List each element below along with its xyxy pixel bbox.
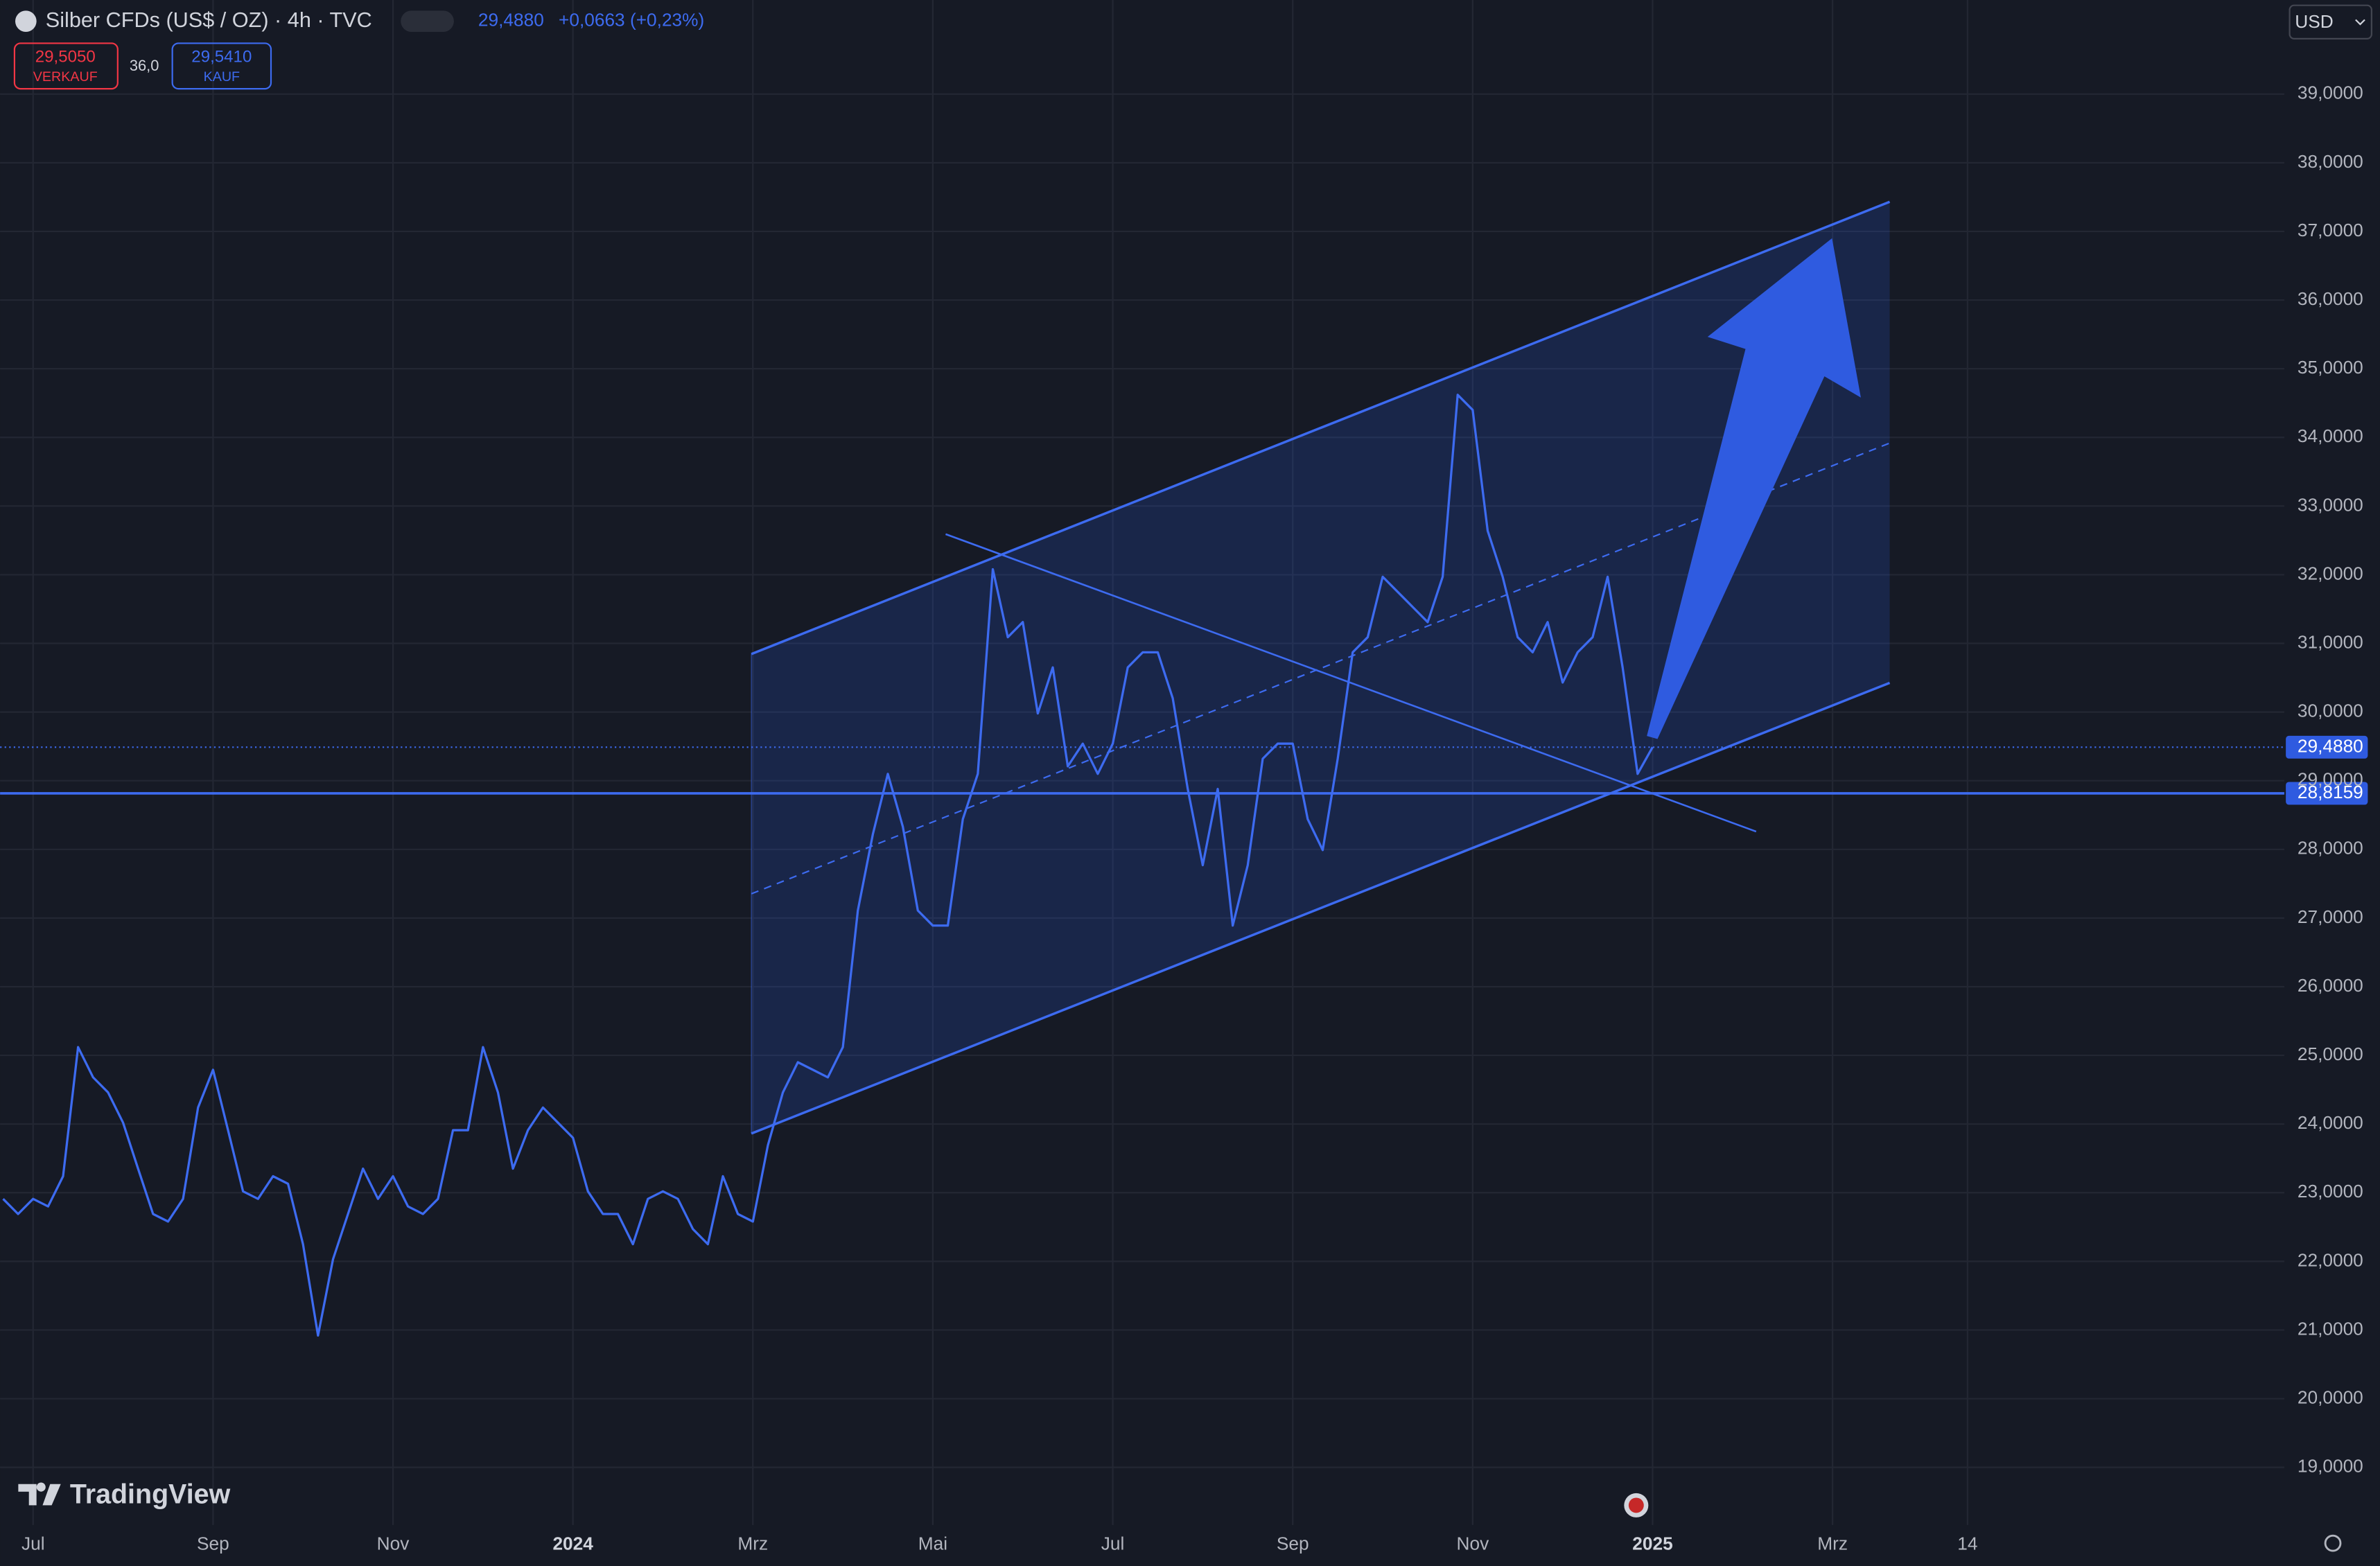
y-tick-label: 26,0000	[2298, 975, 2363, 996]
y-tick-label: 36,0000	[2298, 288, 2363, 309]
x-tick-label: Jul	[1101, 1533, 1125, 1554]
y-tick-label: 33,0000	[2298, 494, 2363, 515]
y-tick-label: 35,0000	[2298, 357, 2363, 378]
y-tick-label: 21,0000	[2298, 1318, 2363, 1339]
y-tick-label: 25,0000	[2298, 1044, 2363, 1064]
x-tick-label: Nov	[1456, 1533, 1489, 1554]
event-flag-inner	[1628, 1497, 1644, 1513]
brand-logo	[18, 1482, 61, 1506]
x-tick-label: Jul	[21, 1533, 45, 1554]
grid	[0, 0, 2284, 1525]
price-line	[2, 394, 1654, 1337]
spread: 36,0	[130, 57, 159, 74]
x-tick-label: Sep	[197, 1533, 229, 1554]
arrow	[1647, 238, 1861, 739]
symbol-title: Silber CFDs (US$ / OZ) · 4h · TVC	[46, 8, 372, 32]
buy-button[interactable]	[171, 42, 272, 90]
price-tag	[2286, 782, 2368, 805]
last-price: 29,4880	[478, 10, 544, 30]
x-tick-label: Nov	[377, 1533, 410, 1554]
x-tick-label: 2024	[552, 1533, 593, 1554]
channel-upper	[751, 200, 1891, 656]
y-tick-label: 28,0000	[2298, 838, 2363, 859]
sell-label: VERKAUF	[33, 69, 98, 85]
price-tag-label: 29,4880	[2298, 735, 2363, 756]
currency: USD	[2295, 11, 2333, 32]
dropdown-caret	[2355, 19, 2365, 26]
y-tick-label: 37,0000	[2298, 220, 2363, 240]
x-tick-label: Mrz	[737, 1533, 768, 1554]
price-change: +0,0663 (+0,23%)	[559, 10, 704, 30]
sell-price: 29,5050	[35, 48, 96, 67]
y-tick-label: 19,0000	[2298, 1456, 2363, 1477]
buy-price: 29,5410	[191, 48, 252, 67]
buy-label: KAUF	[204, 69, 240, 85]
price-tag-label: 28,8159	[2298, 782, 2363, 802]
toggle[interactable]	[401, 10, 454, 32]
x-tick-label: 14	[1957, 1533, 1977, 1554]
series-layer	[2, 394, 1654, 1337]
y-tick-label: 38,0000	[2298, 151, 2363, 172]
y-tick-label: 23,0000	[2298, 1181, 2363, 1202]
x-tick-label: Mrz	[1817, 1533, 1848, 1554]
y-tick-label: 29,0000	[2298, 769, 2363, 790]
overlay: 29,4880 28,8159	[0, 735, 2368, 805]
y-tick-label: 32,0000	[2298, 563, 2363, 583]
y-tick-label: 24,0000	[2298, 1112, 2363, 1133]
y-tick-label: 27,0000	[2298, 906, 2363, 927]
y-tick-label: 22,0000	[2298, 1249, 2363, 1270]
currency-select[interactable]	[2289, 4, 2372, 39]
settings-icon[interactable]	[2324, 1534, 2342, 1552]
trend-line	[945, 533, 1757, 833]
sell-button[interactable]	[13, 42, 119, 90]
y-tick-label: 39,0000	[2298, 82, 2363, 103]
x-tick-label: Sep	[1277, 1533, 1309, 1554]
y-tick-label: 31,0000	[2298, 631, 2363, 652]
price-tag	[2286, 735, 2368, 759]
x-tick-label: Mai	[918, 1533, 947, 1554]
y-tick-label: 30,0000	[2298, 701, 2363, 721]
y-tick-label: 34,0000	[2298, 425, 2363, 446]
x-tick-label: 2025	[1632, 1533, 1672, 1554]
symbol-icon	[15, 10, 37, 32]
y-tick-label: 20,0000	[2298, 1387, 2363, 1407]
channel-fill	[751, 202, 1890, 1134]
brand-name: TradingView	[70, 1479, 231, 1510]
channel-lower	[751, 681, 1891, 1135]
